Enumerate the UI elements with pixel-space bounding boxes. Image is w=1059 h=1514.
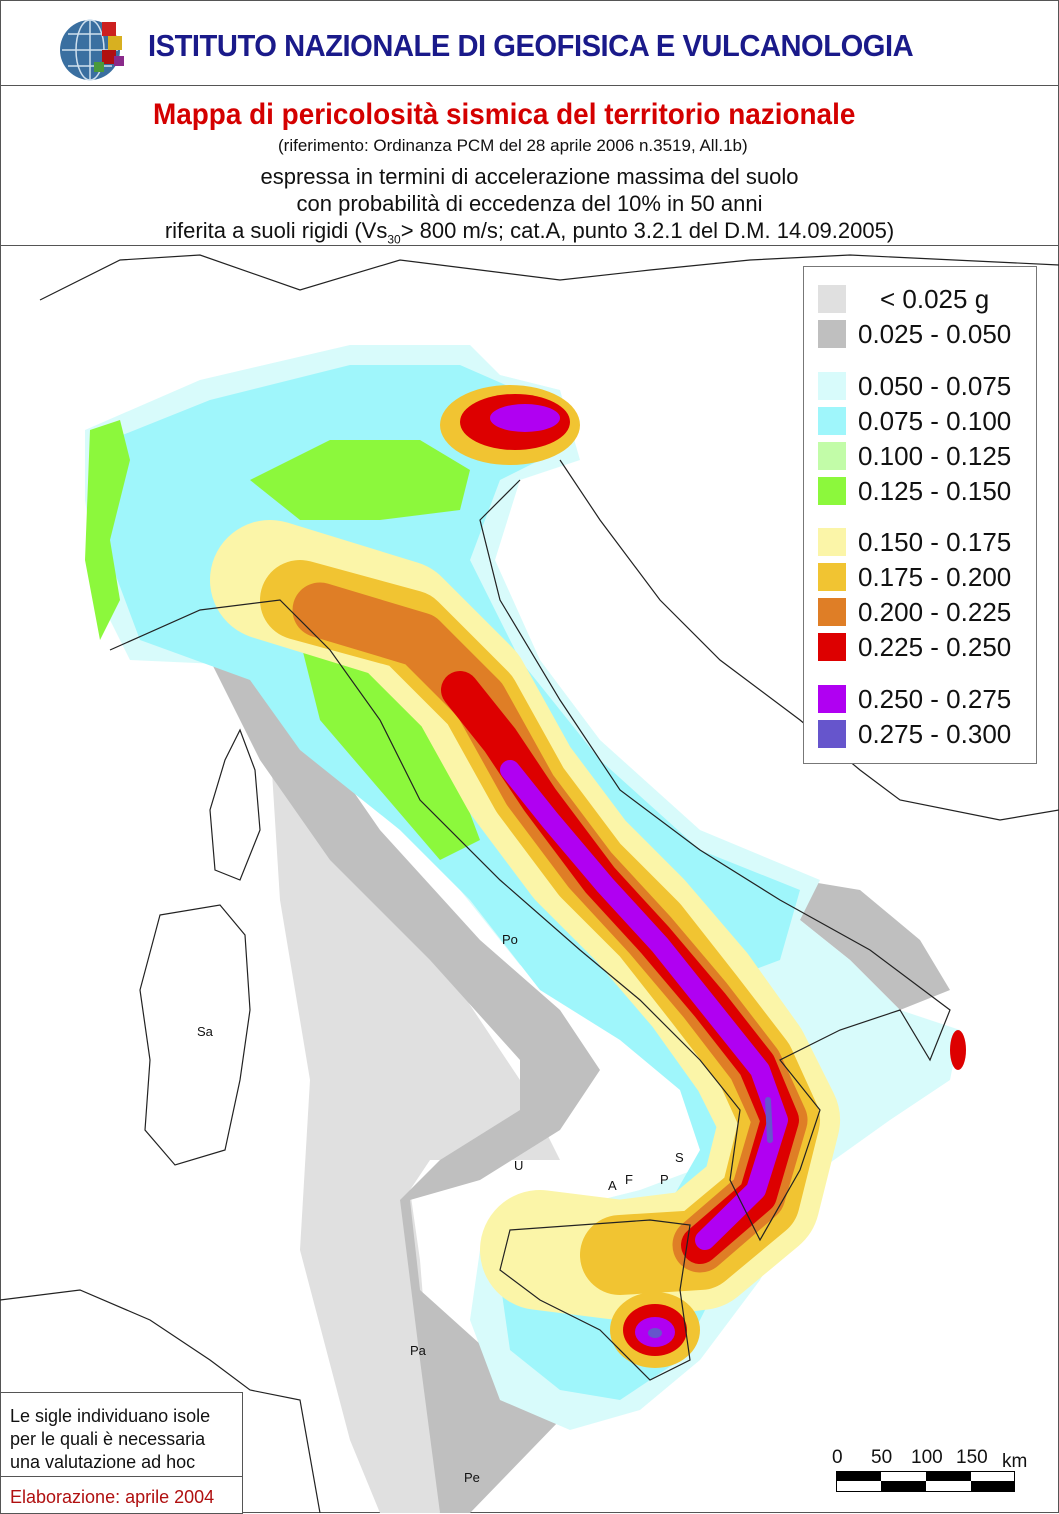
legend-swatch	[818, 320, 846, 348]
island-label-f: F	[625, 1172, 633, 1187]
legend-swatch	[818, 563, 846, 591]
hazard-map	[0, 254, 1059, 1513]
legend-item: 0.175 - 0.200	[818, 562, 1011, 592]
legend-item: 0.125 - 0.150	[818, 476, 1011, 506]
legend-item: 0.050 - 0.075	[818, 371, 1011, 401]
zone-lt-0025-tyrrhenian	[270, 730, 560, 1513]
zone-0225-salento	[950, 1030, 966, 1070]
legend: < 0.025 g 0.025 - 0.050 0.050 - 0.075 0.…	[803, 266, 1037, 764]
legend-label: 0.125 - 0.150	[858, 475, 1012, 506]
legend-swatch	[818, 685, 846, 713]
legend-item: 0.250 - 0.275	[818, 684, 1011, 714]
legend-label: 0.100 - 0.125	[858, 440, 1012, 471]
legend-label: 0.025 - 0.050	[858, 318, 1012, 349]
coastline-sardinia	[139, 904, 251, 1166]
island-label-a: A	[608, 1178, 617, 1193]
coastline-sicily	[499, 1219, 691, 1381]
note-line-1: Le sigle individuano isole	[10, 1406, 211, 1426]
zone-0250-friuli	[490, 404, 560, 432]
scale-bar: 0 50 100 150 km	[826, 1447, 1036, 1497]
legend-label: 0.225 - 0.250	[858, 631, 1012, 662]
zone-0275-calabria	[765, 1097, 773, 1143]
island-label-pe: Pe	[464, 1470, 480, 1485]
coastline-corsica	[209, 728, 261, 881]
scale-tick-50: 50	[871, 1447, 893, 1468]
ingv-globe-logo-icon	[60, 19, 124, 81]
island-label-u: U	[514, 1158, 524, 1173]
island-label-s: S	[675, 1150, 684, 1165]
header: ISTITUTO NAZIONALE DI GEOFISICA E VULCAN…	[0, 0, 1059, 86]
legend-label: 0.275 - 0.300	[858, 718, 1012, 749]
zone-0250-apennines	[500, 760, 788, 1250]
legend-label: < 0.025 g	[880, 283, 990, 314]
zone-0125-veneto	[250, 440, 470, 520]
institute-name: ISTITUTO NAZIONALE DI GEOFISICA E VULCAN…	[148, 28, 914, 63]
legend-swatch	[818, 442, 846, 470]
island-label-p: P	[660, 1172, 669, 1187]
coastline-balkans	[559, 459, 1059, 821]
scale-tick-150: 150	[956, 1447, 988, 1468]
zone-0025-puglia	[800, 880, 950, 1010]
scale-unit: km	[1002, 1451, 1028, 1472]
legend-swatch	[818, 372, 846, 400]
legend-swatch	[818, 528, 846, 556]
scale-tick-100: 100	[911, 1447, 943, 1468]
island-label-pa: Pa	[410, 1343, 426, 1358]
subtitle-line-3-b: > 800 m/s; cat.A, punto 3.2.1 del D.M. 1…	[400, 218, 895, 243]
legend-item: 0.150 - 0.175	[818, 527, 1011, 557]
island-label-po: Po	[502, 932, 518, 947]
legend-label: 0.150 - 0.175	[858, 526, 1012, 557]
coastline-africa	[0, 1289, 321, 1513]
subtitle-line-3-a: riferita a suoli rigidi (Vs	[164, 218, 388, 243]
note-box: Le sigle individuano isole per le quali …	[0, 1392, 243, 1514]
zone-0025-tyrrhenian	[200, 620, 600, 1513]
zone-0125-west-alps	[85, 420, 130, 640]
scale-bar-graphic	[836, 1471, 1015, 1492]
elaboration-date: Elaborazione: aprile 2004	[1, 1476, 242, 1508]
legend-swatch	[818, 477, 846, 505]
legend-label: 0.250 - 0.275	[858, 683, 1012, 714]
legend-item: 0.100 - 0.125	[818, 441, 1011, 471]
subtitle-line-3: riferita a suoli rigidi (Vs30> 800 m/s; …	[0, 218, 1059, 246]
note-line-3: una valutazione ad hoc	[10, 1452, 196, 1472]
border-alps	[39, 254, 1059, 301]
note-text: Le sigle individuano isole per le quali …	[10, 1405, 210, 1474]
legend-label: 0.075 - 0.100	[858, 405, 1012, 436]
legend-item: 0.200 - 0.225	[818, 597, 1011, 627]
legend-swatch	[818, 285, 846, 313]
legend-label: 0.200 - 0.225	[858, 596, 1012, 627]
legend-item: 0.275 - 0.300	[818, 719, 1011, 749]
legend-label: 0.050 - 0.075	[858, 370, 1012, 401]
subtitle-line-2: con probabilità di eccedenza del 10% in …	[296, 191, 763, 216]
scale-tick-0: 0	[832, 1447, 843, 1468]
subtitle-line-3-sub: 30	[387, 232, 401, 247]
coastline-peninsula	[109, 479, 951, 1242]
legend-item: < 0.025 g	[818, 284, 989, 314]
legend-swatch	[818, 598, 846, 626]
legend-swatch	[818, 720, 846, 748]
title-block: Mappa di pericolosità sismica del territ…	[0, 86, 1059, 246]
legend-item: 0.225 - 0.250	[818, 632, 1011, 662]
legend-item: 0.025 - 0.050	[818, 319, 1011, 349]
legend-label: 0.175 - 0.200	[858, 561, 1012, 592]
map-title: Mappa di pericolosità sismica del territ…	[153, 98, 856, 131]
legend-item: 0.075 - 0.100	[818, 406, 1011, 436]
note-line-2: per le quali è necessaria	[10, 1429, 206, 1449]
zone-0275-sicily-se	[648, 1328, 662, 1338]
legend-swatch	[818, 407, 846, 435]
island-label-sa: Sa	[197, 1024, 213, 1039]
legend-swatch	[818, 633, 846, 661]
subtitle-line-1: espressa in termini di accelerazione mas…	[260, 164, 799, 189]
reference-text: (riferimento: Ordinanza PCM del 28 april…	[278, 136, 748, 155]
